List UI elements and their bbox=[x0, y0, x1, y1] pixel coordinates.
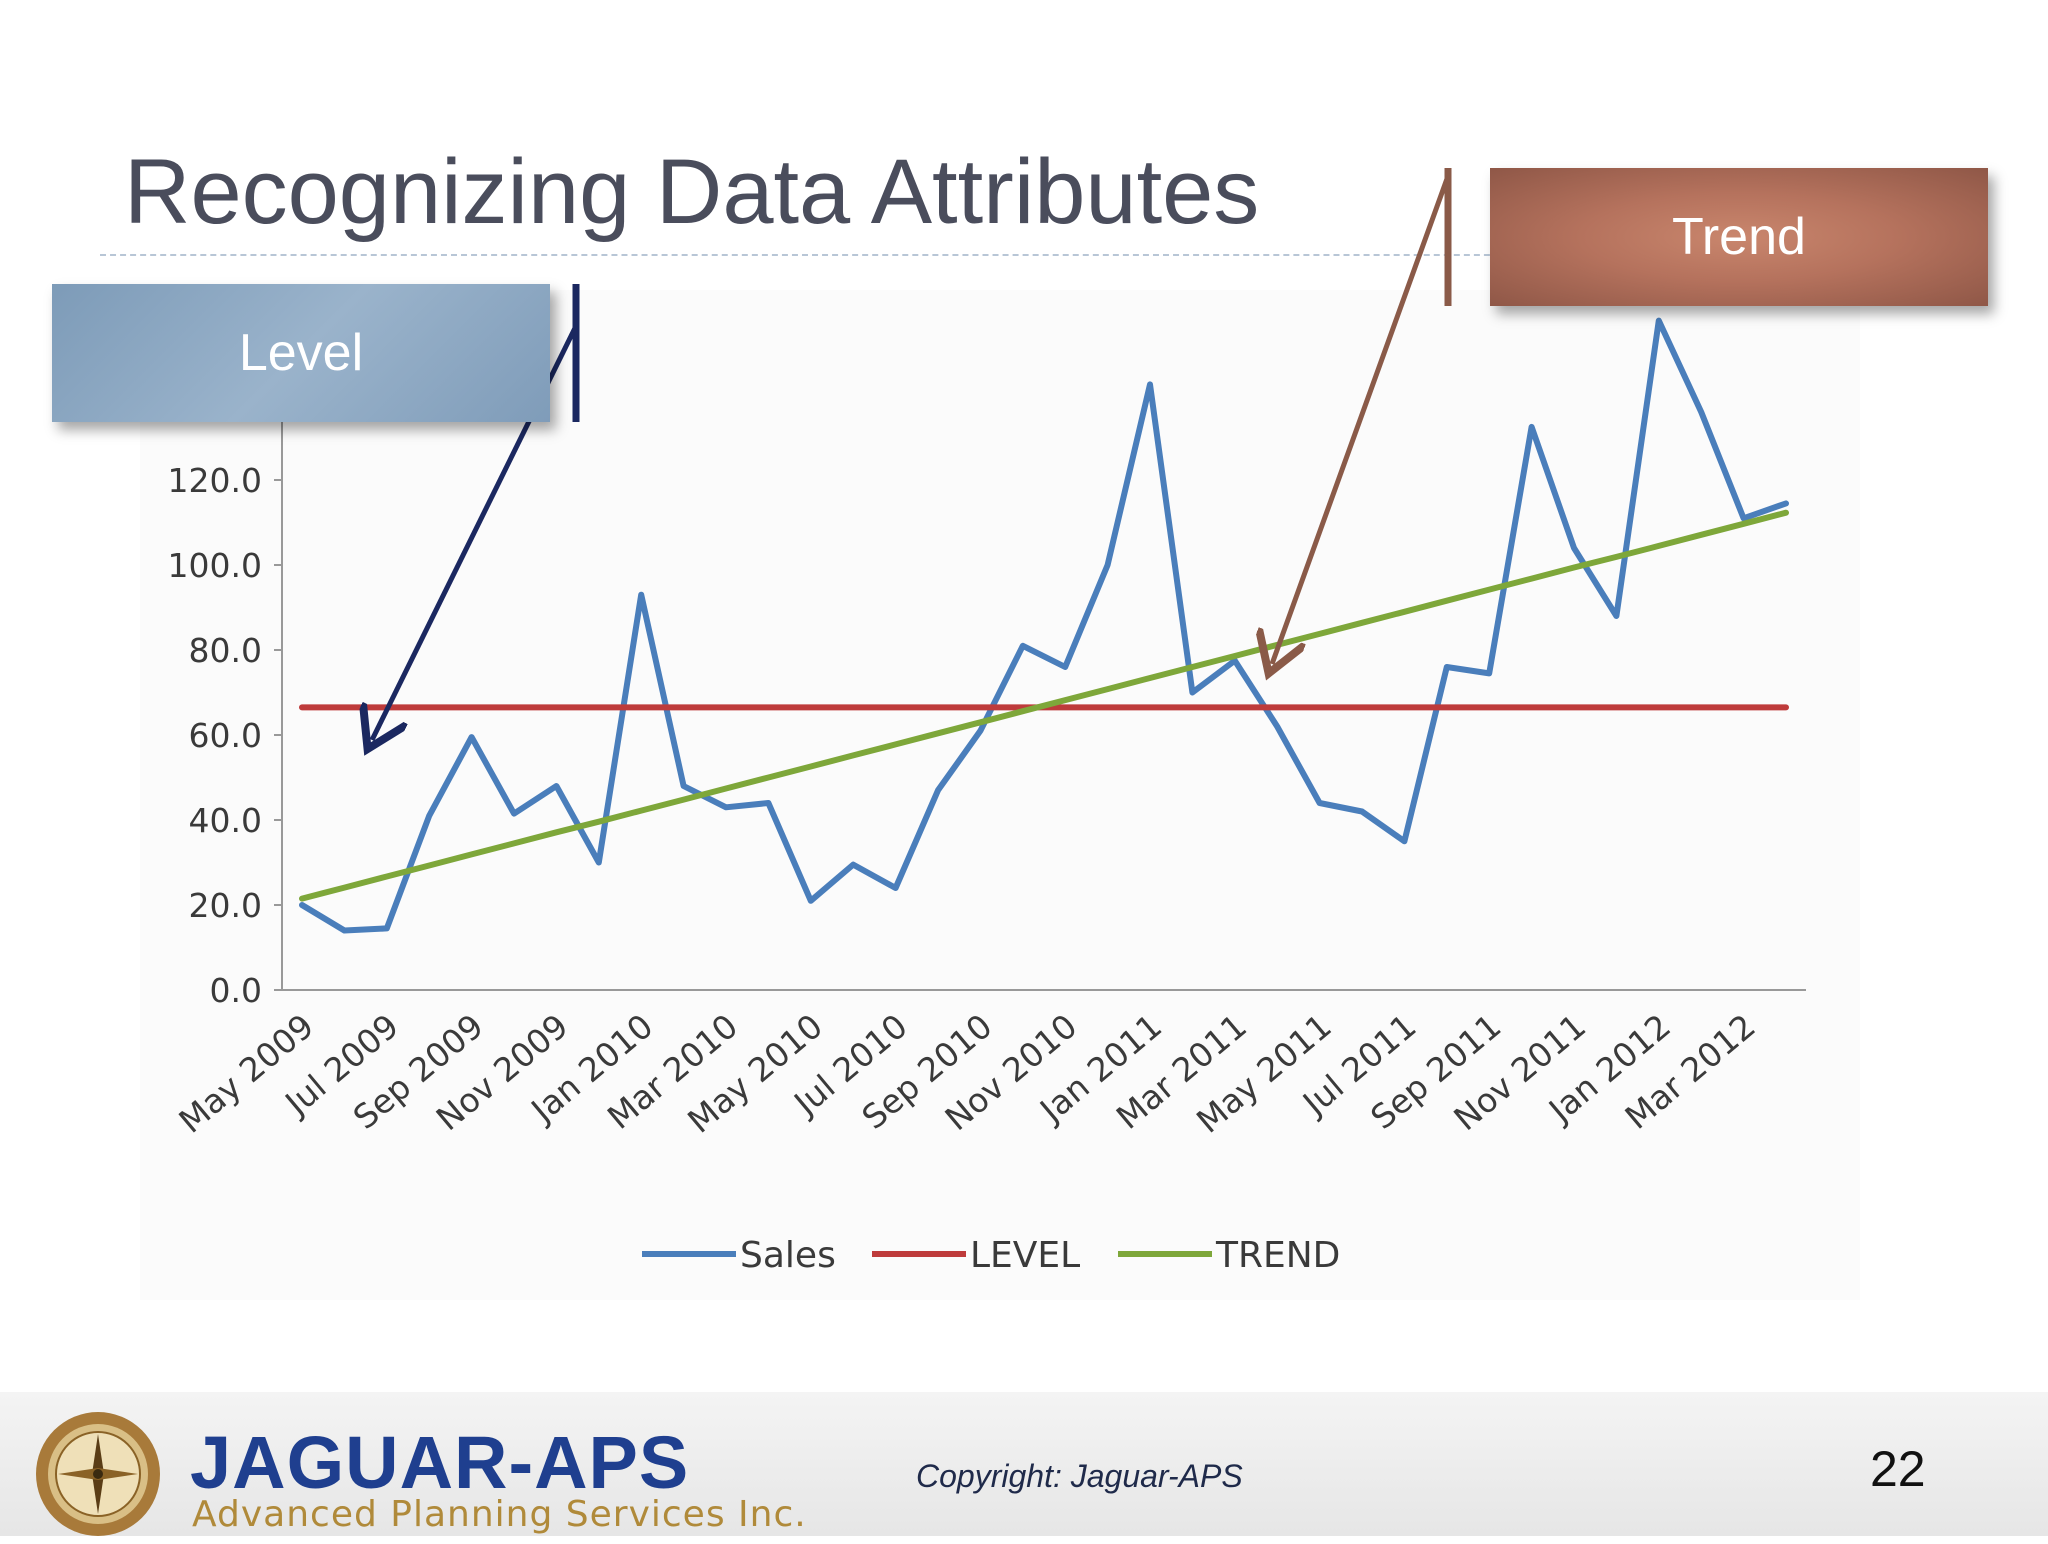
chart-legend: Sales LEVEL TREND bbox=[642, 1235, 1340, 1276]
level-callout-label: Level bbox=[238, 324, 364, 382]
y-tick-label: 40.0 bbox=[189, 801, 262, 840]
copyright-text: Copyright: Jaguar-APS bbox=[916, 1458, 1243, 1494]
page-number: 22 bbox=[1870, 1441, 1926, 1497]
y-tick-label: 60.0 bbox=[189, 716, 262, 755]
x-tick-label: May 2009 bbox=[171, 1006, 321, 1140]
title-divider bbox=[100, 254, 1520, 256]
legend-label-trend: TREND bbox=[1215, 1235, 1340, 1276]
series-line-sales bbox=[299, 317, 1789, 934]
y-tick-label: 120.0 bbox=[168, 461, 262, 500]
y-tick-label: 20.0 bbox=[189, 886, 262, 925]
logo-name: JAGUAR-APS bbox=[190, 1421, 690, 1504]
logo-tagline: Advanced Planning Services Inc. bbox=[192, 1494, 807, 1535]
series-line-trend bbox=[299, 509, 1789, 902]
slide-title: Recognizing Data Attributes bbox=[124, 141, 1260, 243]
legend-label-level: LEVEL bbox=[970, 1235, 1080, 1276]
legend-label-sales: Sales bbox=[740, 1235, 836, 1276]
y-tick-label: 80.0 bbox=[189, 631, 262, 670]
compass-logo-icon bbox=[36, 1412, 160, 1536]
y-tick-label: 0.0 bbox=[210, 971, 262, 1010]
trend-callout-label: Trend bbox=[1672, 208, 1806, 266]
level-callout: Level bbox=[52, 284, 550, 422]
trend-callout: Trend bbox=[1490, 168, 1988, 306]
footer-bar bbox=[0, 1392, 2048, 1536]
y-tick-label: 100.0 bbox=[168, 546, 262, 585]
